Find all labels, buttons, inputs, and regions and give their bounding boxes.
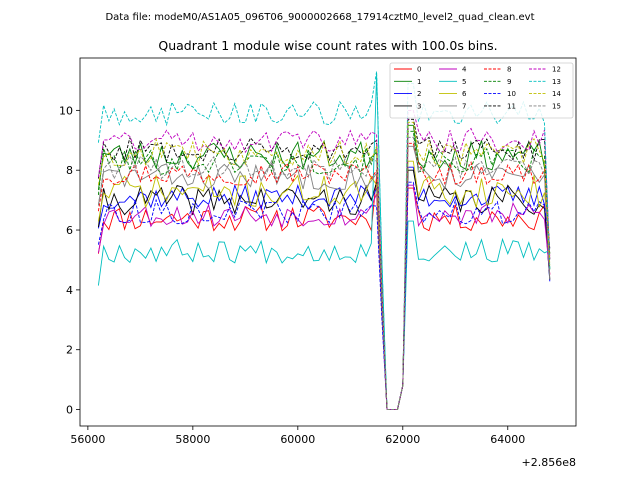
y-axis: 0 2 4 6 8 10	[59, 104, 80, 417]
x-axis: 56000 58000 60000 62000 64000	[70, 426, 525, 446]
legend-entry: 15	[552, 102, 561, 110]
series-line-8	[97, 142, 551, 410]
x-tick-label: 62000	[385, 433, 420, 446]
legend-entry: 8	[507, 66, 511, 74]
x-tick-label: 64000	[490, 433, 525, 446]
chart-title: Quadrant 1 module wise count rates with …	[158, 38, 497, 53]
y-tick-label: 10	[59, 104, 73, 117]
series-lines	[97, 71, 551, 410]
legend-entry: 0	[417, 66, 421, 74]
legend-entry: 7	[462, 102, 466, 110]
series-line-10	[97, 181, 551, 410]
y-tick-label: 4	[66, 284, 73, 297]
x-offset-label: +2.856e8	[522, 456, 576, 469]
series-line-13	[97, 71, 551, 410]
legend-entry: 14	[552, 90, 561, 98]
legend-entry: 11	[507, 102, 516, 110]
series-line-15	[97, 136, 551, 410]
legend-entry: 5	[462, 78, 466, 86]
series-line-14	[97, 121, 551, 410]
x-tick-label: 56000	[70, 433, 105, 446]
series-line-6	[97, 160, 551, 410]
legend-entry: 10	[507, 90, 516, 98]
series-line-2	[97, 166, 551, 410]
series-line-12	[97, 109, 551, 410]
x-tick-label: 58000	[175, 433, 210, 446]
y-tick-label: 2	[66, 344, 73, 357]
legend-entry: 4	[462, 66, 467, 74]
legend-entry: 2	[417, 90, 421, 98]
series-line-9	[97, 130, 551, 410]
series-line-4	[97, 184, 551, 410]
legend-entry: 13	[552, 78, 561, 86]
legend-box	[389, 62, 574, 119]
legend-entry: 12	[552, 66, 561, 74]
series-line-0	[97, 176, 551, 410]
x-tick-label: 60000	[280, 433, 315, 446]
legend-entry: 9	[507, 78, 511, 86]
y-tick-label: 8	[66, 164, 73, 177]
series-line-5	[97, 74, 550, 410]
legend-entry: 6	[462, 90, 467, 98]
series-line-7	[97, 145, 551, 410]
y-tick-label: 0	[66, 404, 73, 417]
legend-entry: 3	[417, 102, 421, 110]
plot-frame	[79, 57, 577, 427]
chart-suptitle: Data file: modeM0/AS1A05_096T06_90000026…	[105, 12, 534, 23]
legend-entry: 1	[417, 78, 421, 86]
y-tick-label: 6	[66, 224, 73, 237]
